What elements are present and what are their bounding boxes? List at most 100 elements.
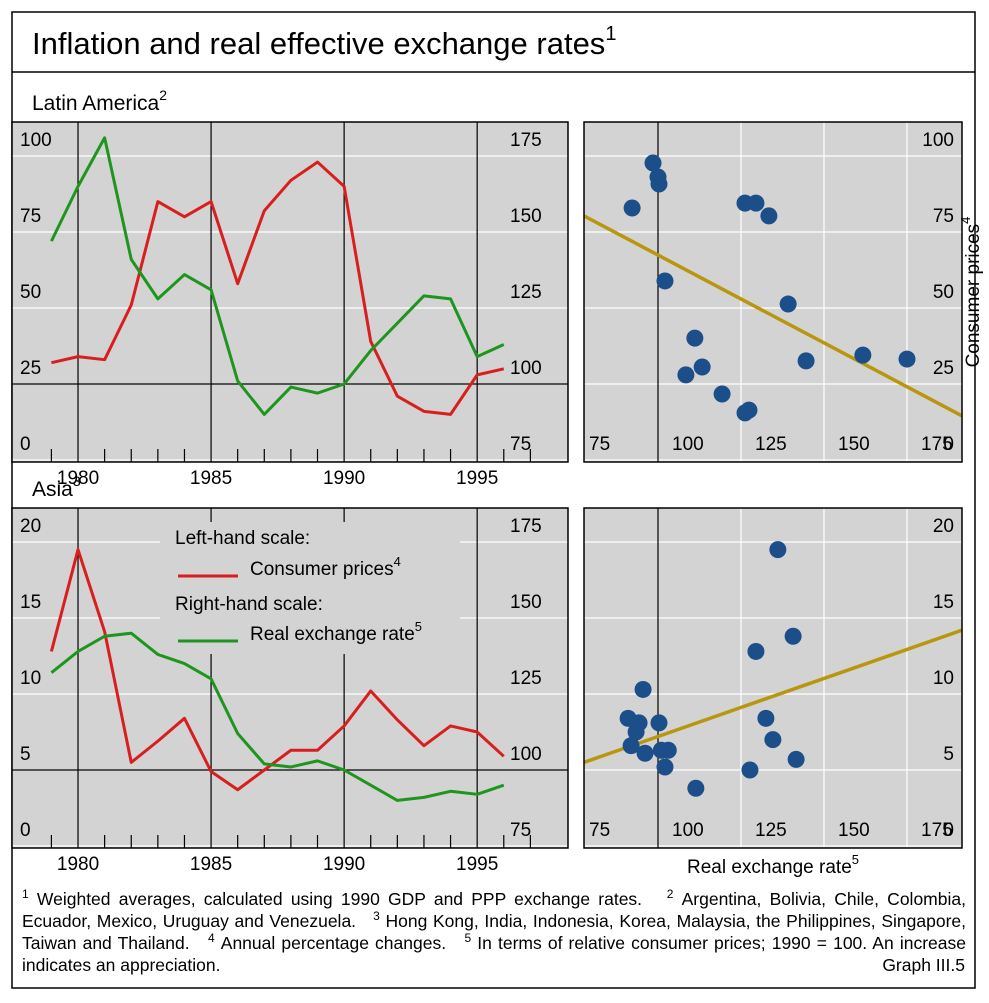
y-tick-label: 20 [933, 516, 954, 537]
y-tick-label: 75 [20, 206, 41, 227]
x-tick-label: 1990 [323, 468, 365, 489]
legend-label-note: 4 [394, 554, 401, 569]
point [784, 627, 802, 645]
y-tick-label: 10 [20, 668, 41, 689]
y-tick-label: 20 [20, 516, 41, 537]
point [622, 737, 640, 755]
y-tick-label: 15 [20, 592, 41, 613]
y-tick-label: 0 [943, 820, 954, 841]
footnote-mark: 4 [207, 931, 215, 946]
point [650, 175, 668, 193]
x-tick-label: 1990 [323, 854, 365, 875]
x-axis-label-note: 5 [852, 852, 859, 867]
section-label: Asia3 [32, 473, 81, 501]
y-tick-label: 50 [20, 282, 41, 303]
point [747, 642, 765, 660]
y2-tick-label: 100 [510, 744, 542, 765]
series-line [49, 548, 505, 792]
frame [11, 11, 976, 989]
point [713, 385, 731, 403]
point [797, 352, 815, 370]
point [650, 714, 668, 732]
y2-tick-label: 125 [510, 282, 542, 303]
title-text: Inflation and real effective exchange ra… [32, 26, 605, 61]
x-tick-label: 75 [589, 820, 610, 841]
point [656, 272, 674, 290]
section-note: 3 [73, 473, 81, 489]
x-tick-label: 1980 [57, 468, 99, 489]
x-tick-label: 1995 [456, 854, 498, 875]
series-line [50, 136, 505, 416]
y-tick-label: 100 [922, 130, 954, 151]
x-tick-label: 150 [838, 820, 870, 841]
y-tick-label: 0 [943, 434, 954, 455]
footnote-mark: 3 [373, 909, 380, 924]
y2-tick-label: 75 [510, 434, 531, 455]
x-tick-label: 75 [589, 434, 610, 455]
y2-tick-label: 125 [510, 668, 542, 689]
x-tick-label: 1985 [190, 854, 232, 875]
x-axis-label: Real exchange rate5 [687, 852, 859, 878]
point [757, 709, 775, 727]
y-tick-label: 50 [933, 282, 954, 303]
y2-tick-label: 175 [510, 516, 542, 537]
point [693, 358, 711, 376]
footnotes: 1 Weighted averages, calculated using 19… [22, 888, 966, 976]
y2-tick-label: 150 [510, 592, 542, 613]
footnote-text: In terms of relative consumer prices; 19… [22, 933, 966, 975]
footnote-mark: 1 [22, 887, 29, 902]
y2-tick-label: 175 [510, 130, 542, 151]
point [656, 758, 674, 776]
x-tick-label: 150 [838, 434, 870, 455]
point [741, 761, 759, 779]
y-tick-label: 5 [20, 744, 31, 765]
x-tick-label: 175 [921, 434, 953, 455]
point [627, 723, 645, 741]
point [659, 741, 677, 759]
plot-area [584, 508, 962, 848]
x-tick-label: 1995 [456, 468, 498, 489]
point [779, 295, 797, 313]
y-tick-label: 0 [20, 434, 31, 455]
series-line [51, 160, 505, 416]
legend-heading: Right-hand scale: [175, 594, 323, 615]
panel [12, 122, 568, 462]
point [677, 366, 695, 384]
title-note: 1 [605, 23, 616, 45]
y-axis-label: Consumer prices4 [958, 217, 984, 368]
panel-border [11, 121, 569, 463]
trend-line [584, 214, 962, 418]
y2-tick-label: 100 [510, 358, 542, 379]
point [769, 541, 787, 559]
panel [584, 122, 962, 462]
panel-border [11, 507, 569, 849]
legend-label-text: Consumer prices [250, 559, 394, 580]
y-tick-label: 5 [943, 744, 954, 765]
x-tick-label: 1980 [57, 854, 99, 875]
point [623, 199, 641, 217]
point [686, 329, 704, 347]
y-tick-label: 75 [933, 206, 954, 227]
footnote-text: Weighted averages, calculated using 1990… [36, 889, 643, 909]
legend-label: Real exchange rate5 [250, 619, 422, 645]
x-tick-label: 175 [921, 820, 953, 841]
x-tick-label: 100 [672, 434, 704, 455]
footnote-text: Annual percentage changes. [220, 933, 447, 953]
trend-line [584, 628, 962, 765]
y2-tick-label: 75 [510, 820, 531, 841]
point [854, 346, 872, 364]
section-text: Asia [32, 478, 73, 501]
legend-heading: Left-hand scale: [175, 528, 310, 549]
point [636, 744, 654, 762]
panel-border [583, 507, 963, 849]
point [740, 401, 758, 419]
y2-tick-label: 150 [510, 206, 542, 227]
y-tick-label: 10 [933, 668, 954, 689]
y-tick-label: 25 [20, 358, 41, 379]
legend-label-note: 5 [415, 619, 422, 634]
chart-title: Inflation and real effective exchange ra… [32, 23, 616, 61]
point [787, 750, 805, 768]
section-note: 2 [159, 87, 167, 103]
x-tick-label: 1985 [190, 468, 232, 489]
